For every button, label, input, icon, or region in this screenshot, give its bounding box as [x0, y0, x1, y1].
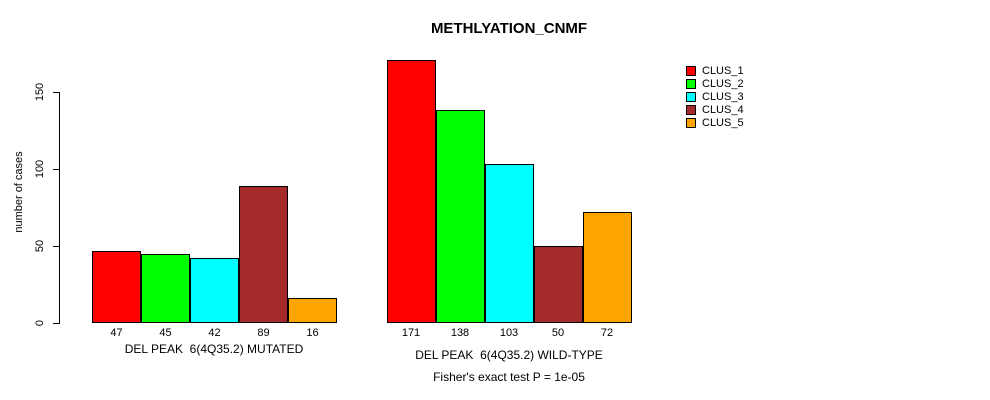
legend-item-clus_5: CLUS_5 [686, 116, 744, 129]
legend-label: CLUS_4 [702, 103, 744, 116]
bar-clus_4-group1 [239, 185, 288, 323]
bar-clus_5-group2 [582, 212, 632, 323]
bar-value-label: 103 [499, 327, 519, 339]
bar-value-label: 42 [208, 327, 221, 339]
y-axis-tick-label: 150 [34, 82, 46, 102]
fisher-test-footnote: Fisher's exact test P = 1e-05 [433, 370, 585, 384]
legend-item-clus_4: CLUS_4 [686, 103, 744, 116]
y-axis-line [59, 92, 60, 324]
legend-swatch-icon [686, 78, 696, 89]
group-label-wild-type: DEL PEAK 6(4Q35.2) WILD-TYPE [415, 348, 603, 362]
legend-label: CLUS_5 [702, 116, 744, 129]
y-axis-tick [53, 246, 59, 247]
bar-clus_1-group2 [386, 59, 436, 323]
legend-item-clus_1: CLUS_1 [686, 64, 744, 77]
bar-value-label: 138 [450, 327, 470, 339]
legend-item-clus_2: CLUS_2 [686, 77, 744, 90]
chart-title: METHLYATION_CNMF [430, 20, 588, 37]
legend-swatch-icon [686, 117, 696, 128]
bar-value-label: 171 [401, 327, 421, 339]
y-axis-title: number of cases [13, 151, 25, 233]
y-axis-tick-label: 100 [34, 159, 46, 179]
bar-value-label: 72 [600, 327, 614, 339]
y-axis-tick [53, 92, 59, 93]
y-axis-tick-label: 0 [34, 319, 46, 327]
bar-value-label: 89 [257, 327, 270, 339]
bar-clus_5-group1 [288, 298, 337, 323]
group-label-mutated: DEL PEAK 6(4Q35.2) MUTATED [124, 342, 304, 356]
y-axis-tick [53, 169, 59, 170]
bar-clus_3-group1 [190, 258, 239, 323]
bar-value-label: 16 [306, 327, 319, 339]
y-axis-tick-label: 50 [34, 239, 46, 253]
legend-item-clus_3: CLUS_3 [686, 90, 744, 103]
bar-clus_2-group1 [141, 253, 190, 323]
bar-clus_3-group2 [484, 164, 534, 323]
legend-swatch-icon [686, 91, 696, 102]
bar-clus_4-group2 [533, 246, 583, 323]
legend-swatch-icon [686, 65, 696, 76]
legend-label: CLUS_2 [702, 77, 744, 90]
legend-label: CLUS_1 [702, 64, 744, 77]
bar-value-label: 47 [110, 327, 123, 339]
bar-clus_1-group1 [92, 250, 141, 323]
legend-swatch-icon [686, 104, 696, 115]
legend-label: CLUS_3 [702, 90, 744, 103]
bar-value-label: 50 [551, 327, 565, 339]
legend: CLUS_1 CLUS_2 CLUS_3 CLUS_4 CLUS_5 [686, 64, 776, 130]
y-axis-tick [53, 323, 59, 324]
bar-value-label: 45 [159, 327, 172, 339]
bar-clus_2-group2 [435, 110, 485, 323]
